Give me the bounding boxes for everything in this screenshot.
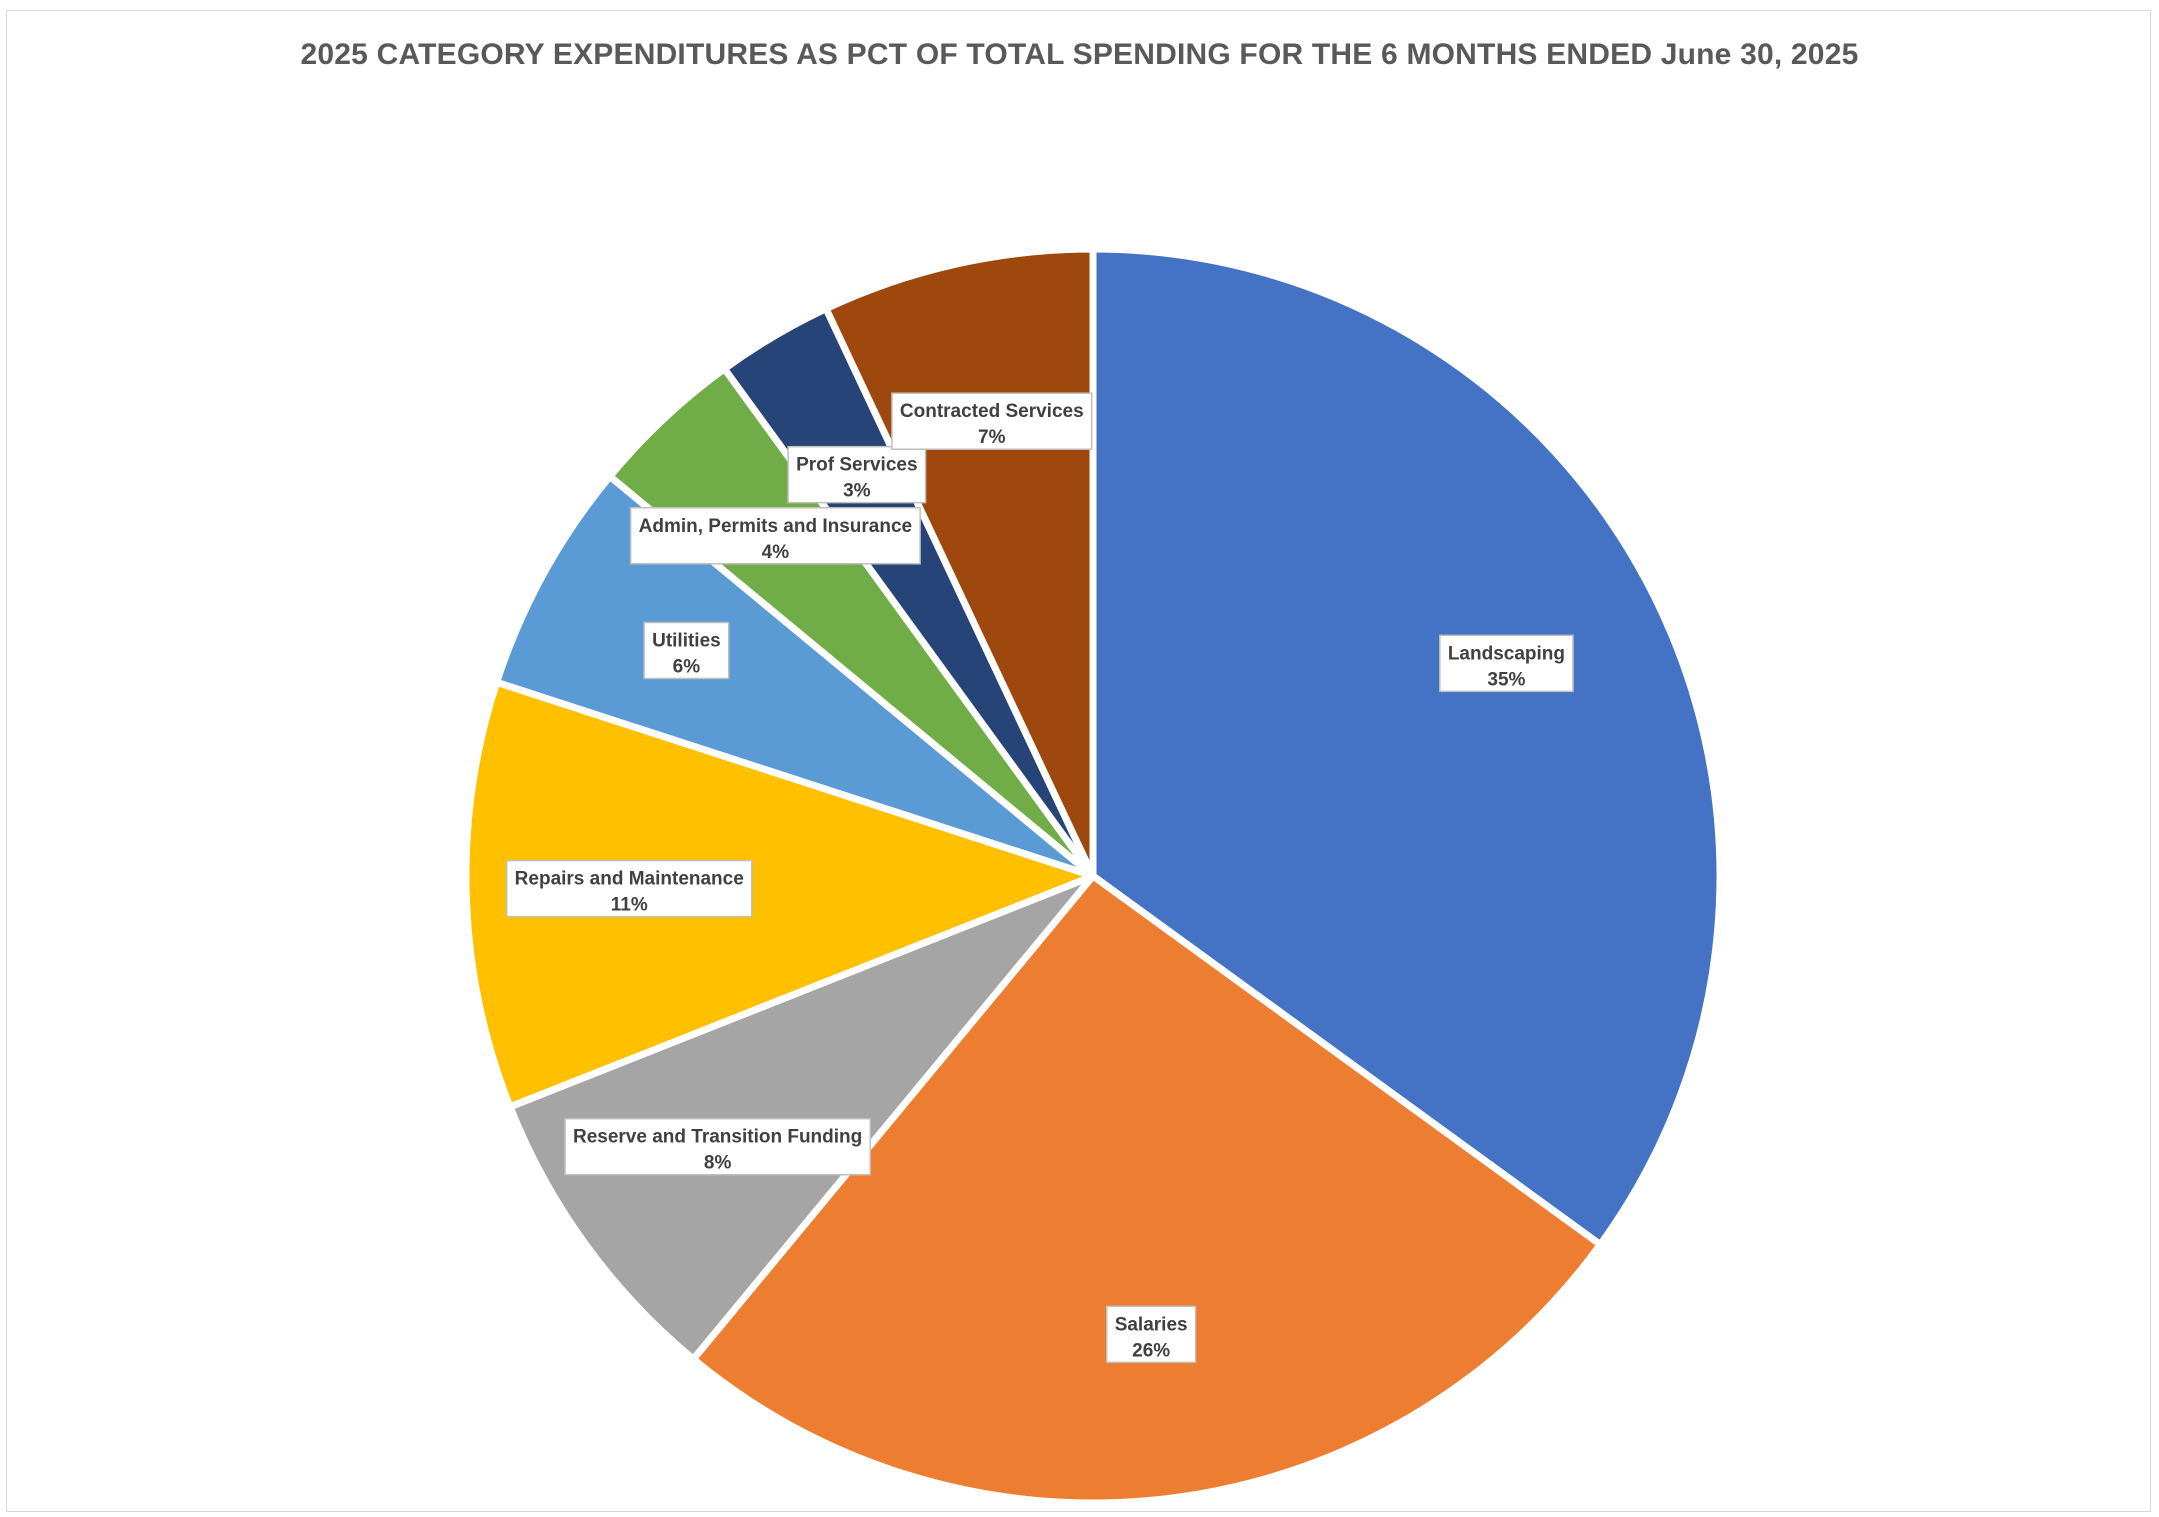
data-label-box <box>643 621 730 680</box>
pie-slice-repairs-and-maintenance <box>462 678 1097 1111</box>
pie-slices <box>462 245 1724 1507</box>
data-label-percent: 3% <box>843 481 871 502</box>
pie-slice-utilities <box>493 472 1097 880</box>
data-label-percent: 11% <box>611 895 648 916</box>
pie-data-labels: Landscaping 35% Salaries 26% Reserve and Tra… <box>505 392 1574 1364</box>
data-label-category: Repairs and Maintenance <box>515 869 744 890</box>
data-label-utilities: Utilities 6% <box>643 621 730 680</box>
data-label-category: Landscaping <box>1448 643 1565 664</box>
data-label-landscaping: Landscaping 35% <box>1439 634 1574 693</box>
data-label-reserve-and-transition-funding: Reserve and Transition Funding 8% <box>564 1117 872 1176</box>
data-label-category: Admin, Permits and Insurance <box>639 516 912 537</box>
data-label-category: Prof Services <box>796 455 917 476</box>
data-label-percent: 8% <box>704 1153 732 1174</box>
pie-slice-landscaping <box>1089 245 1724 1249</box>
data-label-box <box>787 445 927 504</box>
data-label-box <box>891 392 1093 450</box>
data-label-percent: 26% <box>1132 1340 1170 1361</box>
pie-slice-salaries <box>689 872 1604 1507</box>
data-label-category: Reserve and Transition Funding <box>573 1127 862 1148</box>
data-label-category: Salaries <box>1115 1314 1188 1335</box>
data-label-category: Contracted Services <box>900 401 1084 422</box>
data-label-contracted-services: Contracted Services 7% <box>891 392 1093 450</box>
data-label-percent: 6% <box>673 656 701 677</box>
data-label-category: Utilities <box>652 630 721 651</box>
data-label-repairs-and-maintenance: Repairs and Maintenance 11% <box>505 859 753 918</box>
chart-title: 2025 CATEGORY EXPENDITURES AS PCT OF TOT… <box>300 38 1859 71</box>
pie-slice-reserve-and-transition-funding <box>506 872 1097 1363</box>
data-label-percent: 4% <box>762 542 790 563</box>
data-label-box <box>564 1117 872 1176</box>
data-label-box <box>1105 1305 1197 1364</box>
data-label-salaries: Salaries 26% <box>1105 1305 1197 1364</box>
data-label-box <box>1439 634 1574 693</box>
data-label-box <box>629 507 921 565</box>
data-label-prof-services: Prof Services 3% <box>787 445 927 504</box>
data-label-percent: 7% <box>978 427 1006 448</box>
data-label-percent: 35% <box>1487 669 1525 690</box>
data-label-box <box>505 859 753 918</box>
data-label-admin-permits-and-insurance: Admin, Permits and Insurance 4% <box>629 507 921 565</box>
